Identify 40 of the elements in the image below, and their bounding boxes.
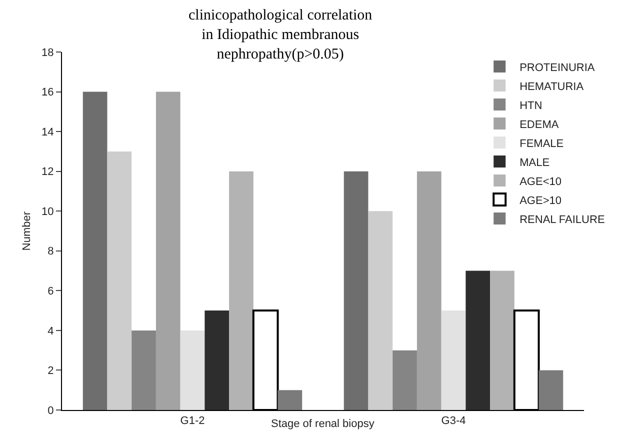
- legend-label: AGE>10: [520, 194, 562, 207]
- y-tick-label: 0: [48, 404, 54, 417]
- y-tick-label: 16: [42, 86, 54, 99]
- y-tick-label: 6: [48, 286, 54, 298]
- legend-label: MALE: [520, 156, 550, 169]
- bar: [82, 92, 108, 410]
- y-tick-label: 4: [48, 325, 54, 338]
- y-tick-label: 8: [48, 246, 54, 258]
- x-tick-label: G3-4: [441, 415, 466, 428]
- y-tick-label: 2: [48, 365, 54, 378]
- bar: [278, 390, 302, 410]
- y-tick-label: 12: [42, 166, 54, 178]
- legend-label: AGE<10: [520, 176, 562, 188]
- bar: [156, 92, 180, 410]
- bar: [466, 270, 490, 410]
- legend-label: HTN: [520, 100, 542, 112]
- bar: [229, 171, 254, 410]
- bar: [132, 330, 156, 410]
- bar: [180, 330, 205, 410]
- bar: [107, 151, 132, 410]
- y-tick-label: 10: [42, 206, 54, 218]
- legend-label: HEMATURIA: [520, 80, 584, 93]
- y-tick-label: 14: [42, 126, 54, 138]
- legend-label: RENAL FAILURE: [520, 214, 605, 226]
- bar: [490, 270, 514, 410]
- x-axis-title: Stage of renal biopsy: [271, 418, 375, 430]
- chart-title: clinicopathological correlation in Idiopathic membranous nephropathy(p>0.05): [188, 8, 373, 63]
- x-tick-label: G1-2: [180, 415, 205, 428]
- bar: [368, 211, 393, 410]
- legend-label: EDEMA: [520, 118, 560, 131]
- bar: [538, 370, 564, 410]
- y-axis-title: Number: [21, 211, 34, 251]
- bar: [392, 350, 417, 410]
- bar: [204, 310, 230, 410]
- bar: [416, 171, 442, 410]
- bar: [344, 171, 368, 410]
- y-tick-label: 18: [42, 46, 54, 59]
- legend-label: FEMALE: [520, 138, 564, 150]
- bar: [441, 310, 466, 410]
- legend-label: PROTEINURIA: [520, 62, 596, 74]
